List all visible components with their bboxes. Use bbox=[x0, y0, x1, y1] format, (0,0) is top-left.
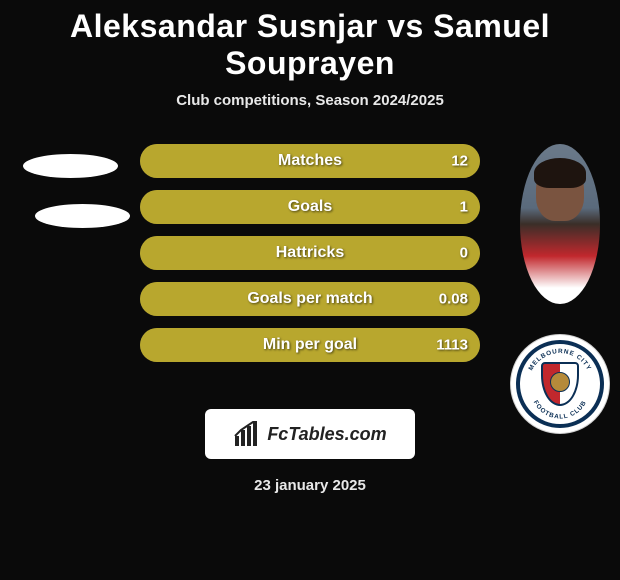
stat-bar: Matches 12 bbox=[140, 144, 480, 178]
stat-label: Goals per match bbox=[247, 290, 372, 308]
bar-chart-icon bbox=[233, 420, 261, 448]
stat-label: Goals bbox=[288, 198, 332, 216]
club-badge-ring: MELBOURNE CITY FOOTBALL CLUB bbox=[516, 340, 604, 428]
stat-bar: Min per goal 1113 bbox=[140, 328, 480, 362]
club-badge: MELBOURNE CITY FOOTBALL CLUB bbox=[510, 334, 610, 434]
chart-area: Matches 12 Goals 1 Hattricks 0 Goals per… bbox=[0, 144, 620, 359]
stat-label: Min per goal bbox=[263, 336, 357, 354]
stat-value: 1113 bbox=[436, 337, 468, 354]
stat-value: 0.08 bbox=[439, 291, 468, 308]
page-title: Aleksandar Susnjar vs Samuel Souprayen bbox=[0, 0, 620, 82]
right-player-column bbox=[520, 144, 600, 304]
stat-bar: Goals per match 0.08 bbox=[140, 282, 480, 316]
subtitle: Club competitions, Season 2024/2025 bbox=[0, 92, 620, 109]
stat-value: 12 bbox=[451, 153, 468, 170]
fctables-logo: FcTables.com bbox=[205, 409, 415, 459]
stat-bar: Goals 1 bbox=[140, 190, 480, 224]
stat-value: 0 bbox=[460, 245, 468, 262]
stat-label: Hattricks bbox=[276, 244, 344, 262]
ellipse-shape bbox=[35, 204, 130, 228]
ellipse-shape bbox=[23, 154, 118, 178]
stat-bars: Matches 12 Goals 1 Hattricks 0 Goals per… bbox=[140, 144, 480, 374]
stat-label: Matches bbox=[278, 152, 342, 170]
comparison-graphic: Aleksandar Susnjar vs Samuel Souprayen C… bbox=[0, 0, 620, 580]
logo-text: FcTables.com bbox=[267, 424, 386, 445]
stat-bar: Hattricks 0 bbox=[140, 236, 480, 270]
generated-date: 23 january 2025 bbox=[0, 477, 620, 494]
stat-value: 1 bbox=[460, 199, 468, 216]
player-photo-oval bbox=[520, 144, 600, 304]
